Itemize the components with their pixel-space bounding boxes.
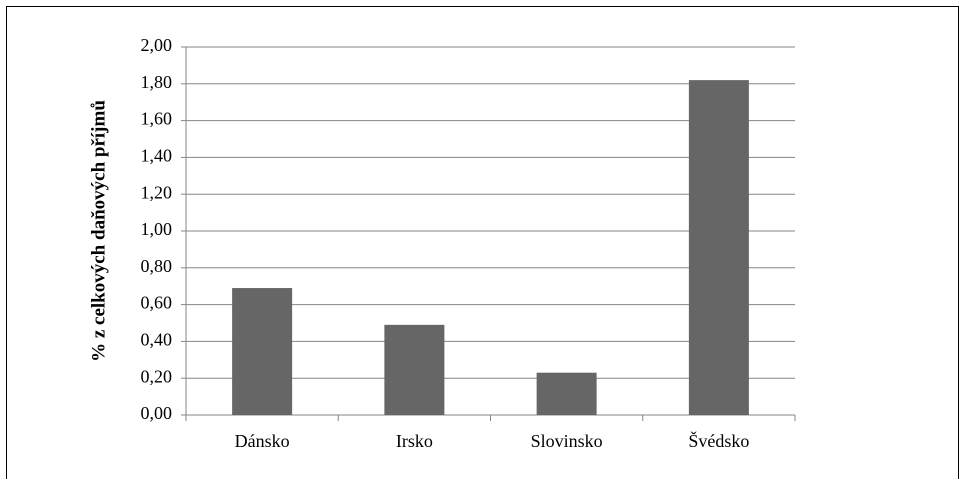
y-tick-label: 2,00 (141, 35, 173, 55)
x-tick-label: Švédsko (688, 430, 749, 451)
bar (688, 80, 749, 416)
y-tick-label: 1,80 (141, 72, 173, 92)
x-tick-label: Slovinsko (531, 431, 603, 451)
y-tick-label: 0,60 (141, 293, 173, 313)
y-axis-title: % z celkových daňových příjmů (88, 100, 109, 362)
y-tick-label: 1,40 (141, 146, 173, 166)
chart-frame (6, 6, 959, 479)
y-tick-label: 0,00 (141, 403, 173, 423)
x-tick-label: Irsko (396, 431, 433, 451)
y-tick-label: 0,40 (141, 330, 173, 350)
y-tick-label: 1,20 (141, 182, 173, 202)
y-tick-label: 0,80 (141, 256, 173, 276)
y-tick-label: 0,20 (141, 366, 173, 386)
bar (384, 324, 445, 415)
y-tick-label: 1,60 (141, 109, 173, 129)
y-tick-label: 1,00 (141, 219, 173, 239)
x-tick-label: Dánsko (235, 431, 290, 451)
bar (232, 288, 293, 415)
bar (536, 372, 597, 415)
